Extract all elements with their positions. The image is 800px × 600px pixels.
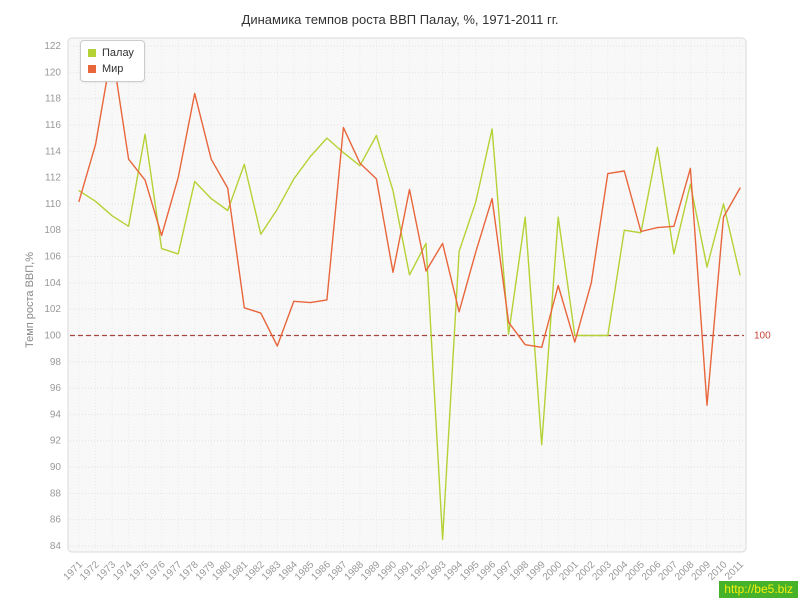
legend-label-world: Мир bbox=[102, 63, 124, 75]
y-tick-label: 102 bbox=[44, 304, 61, 315]
y-tick-label: 100 bbox=[44, 330, 61, 341]
reference-line-label: 100 bbox=[754, 330, 771, 341]
watermark-link[interactable]: http://be5.biz bbox=[719, 581, 798, 598]
series-line-palau bbox=[78, 128, 741, 541]
y-tick-label: 112 bbox=[45, 173, 61, 184]
y-tick-label: 108 bbox=[44, 225, 61, 236]
y-tick-label: 110 bbox=[45, 199, 61, 210]
y-tick-label: 86 bbox=[50, 515, 62, 526]
legend-item-world: Мир bbox=[88, 61, 134, 77]
world-series-marker bbox=[88, 65, 96, 73]
plot-background bbox=[67, 37, 747, 553]
y-tick-label: 106 bbox=[44, 252, 61, 263]
y-tick-label: 114 bbox=[45, 146, 61, 157]
legend-label-palau: Палау bbox=[102, 47, 134, 59]
y-tick-label: 116 bbox=[45, 120, 61, 131]
x-tick-label: 2011 bbox=[723, 559, 746, 582]
chart-title: Динамика темпов роста ВВП Палау, %, 1971… bbox=[241, 12, 559, 27]
y-tick-label: 118 bbox=[45, 94, 61, 105]
y-tick-label: 98 bbox=[50, 357, 62, 368]
y-tick-label: 92 bbox=[50, 436, 62, 447]
y-tick-label: 84 bbox=[50, 541, 62, 552]
y-tick-label: 88 bbox=[50, 488, 62, 499]
y-tick-label: 94 bbox=[50, 409, 62, 420]
series-line-world bbox=[78, 49, 741, 406]
y-tick-label: 104 bbox=[44, 278, 61, 289]
legend: Палау Мир bbox=[80, 40, 145, 82]
y-gridlines-and-labels: 84 86 88 90 92 94 96 98 100 102 104 106 108 110 112 114… bbox=[44, 41, 744, 552]
legend-item-palau: Палау bbox=[88, 45, 134, 61]
y-tick-label: 122 bbox=[44, 41, 61, 52]
palau-series-marker bbox=[88, 49, 96, 57]
y-tick-label: 96 bbox=[50, 383, 62, 394]
y-tick-label: 90 bbox=[50, 462, 62, 473]
y-tick-label: 120 bbox=[44, 67, 61, 78]
